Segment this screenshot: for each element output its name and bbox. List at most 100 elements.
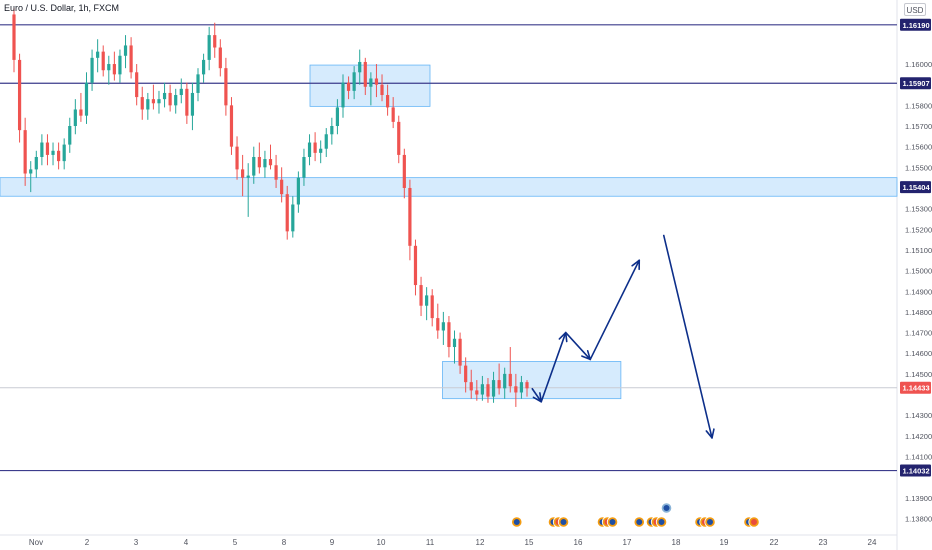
candle-body [436,318,440,331]
candle [168,84,172,112]
candle-body [402,154,406,188]
candle [274,154,278,188]
candle-body [151,99,156,104]
projection-arrowhead-0 [532,392,543,403]
candle-body [101,51,105,71]
candle [23,117,27,186]
candle-body [23,130,27,174]
x-tick-label: 16 [574,538,583,547]
candle [34,150,38,178]
candle-body [296,177,300,205]
candle-body [307,142,312,157]
candle [146,92,150,120]
x-tick-label: 5 [233,538,238,547]
candle-body [419,285,423,306]
candle-body [335,107,340,127]
event-flag-center [636,519,643,525]
candle-body [330,126,334,135]
candle-body [168,92,172,106]
x-tick-label: 22 [770,538,779,547]
candle-body [190,92,195,116]
y-tick-label: 1.13900 [905,494,932,503]
x-tick-label: 15 [525,538,534,547]
level-label-0-bg [900,18,931,31]
candle-body [157,99,161,104]
candle-body [374,78,379,85]
candle-body [380,84,384,96]
candle [475,380,479,401]
candle-body [118,55,122,75]
candle [162,82,167,108]
candle [45,134,50,166]
candle [391,97,395,129]
candle [397,115,401,164]
candle [84,72,89,124]
currency-label[interactable]: USD [904,3,926,16]
candle [419,276,423,317]
candle [241,154,245,197]
candle-body [201,59,206,75]
y-tick-label: 1.15000 [905,267,932,276]
event-flag-center [658,519,665,525]
candle [296,171,300,213]
candle-body [469,382,473,391]
candle [335,99,340,135]
x-tick-label: 19 [720,538,729,547]
event-marker-icon [694,516,716,528]
candle-body [185,88,189,116]
candle-body [51,150,55,155]
candle [469,369,473,399]
event-flag-center [663,505,670,511]
candle [157,90,161,114]
candle [185,82,189,124]
y-tick-label: 1.14900 [905,287,932,296]
candle [229,97,234,155]
candle-body [68,126,72,145]
candle-body [525,382,529,389]
candle [519,375,524,399]
candle [430,289,434,327]
candle-body [352,72,356,91]
event-flag-center [707,519,713,525]
candle-body [146,99,150,110]
candle [174,88,178,114]
candle [452,330,457,364]
x-tick-label: 24 [868,538,877,547]
candle [313,132,317,162]
candle-body [129,45,133,73]
candle [140,86,144,120]
level-label-2-bg [900,464,931,477]
candle [79,92,83,122]
candle-body [491,380,496,397]
candle-body [430,295,434,319]
candle [491,371,496,403]
candle-body [57,150,61,162]
candle [436,303,440,339]
candle [107,55,111,85]
candle-body [397,121,401,155]
candle [285,185,289,240]
candle-body [508,373,512,387]
candle [224,57,228,116]
x-tick-label: 9 [330,538,335,547]
y-tick-label: 1.16000 [905,60,932,69]
candle-body [441,322,445,331]
candle-body [385,95,390,108]
y-tick-label: 1.15800 [905,101,932,110]
candle-body [391,107,395,122]
candle [447,316,451,358]
y-tick-label: 1.15100 [905,246,932,255]
candle [263,150,267,178]
candle-body [135,72,139,98]
candle [151,84,156,110]
zone-level-label-bg [900,181,931,194]
candle-body [425,295,429,306]
candle-body [12,14,16,60]
event-marker-icon [743,516,760,528]
candle [213,22,217,58]
event-flag-center [609,519,616,525]
candle [486,378,490,403]
